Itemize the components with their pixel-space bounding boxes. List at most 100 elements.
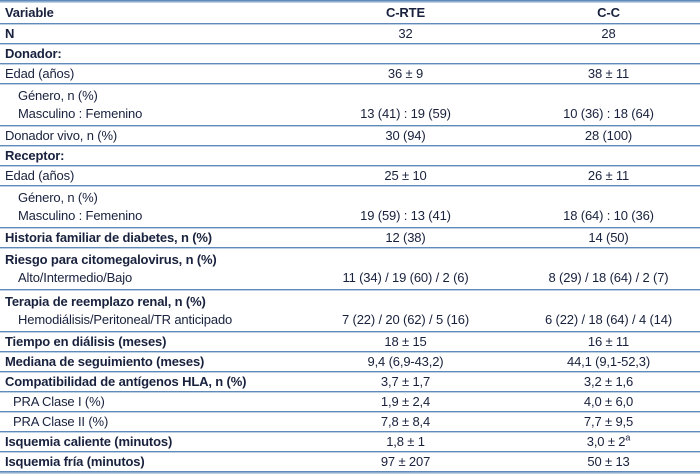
row-label: Edad (años) bbox=[5, 168, 75, 183]
row-divider bbox=[0, 371, 700, 373]
value-crte: 9,4 (6,9-43,2) bbox=[367, 354, 444, 369]
value-cc: 14 (50) bbox=[588, 230, 629, 245]
row-label: Riesgo para citomegalovirus, n (%) Alto/… bbox=[0, 251, 294, 287]
row-divider bbox=[0, 165, 700, 167]
value-crte: 97 ± 207 bbox=[380, 454, 431, 469]
value-crte: 1,9 ± 2,4 bbox=[380, 394, 431, 409]
value-cc: 28 (100) bbox=[584, 128, 633, 143]
value-crte: 25 ± 10 bbox=[384, 168, 427, 183]
table-row-donador-section: Donador: bbox=[0, 45, 700, 63]
table-row-pra-clase-1: PRA Clase I (%) 1,9 ± 2,4 4,0 ± 6,0 bbox=[0, 393, 700, 411]
table-row-riesgo-cmv: Riesgo para citomegalovirus, n (%) Alto/… bbox=[0, 249, 700, 289]
table-row-genero-donador: Género, n (%) Masculino : Femenino 13 (4… bbox=[0, 85, 700, 125]
row-divider bbox=[0, 351, 700, 353]
row-label: Compatibilidad de antígenos HLA, n (%) bbox=[5, 374, 247, 389]
value-cc: 16 ± 11 bbox=[587, 334, 630, 349]
row-label: Terapia de reemplazo renal, n (%) Hemodi… bbox=[0, 293, 294, 329]
table-row-historia-diabetes: Historia familiar de diabetes, n (%) 12 … bbox=[0, 229, 700, 247]
value-crte: 36 ± 9 bbox=[387, 66, 424, 81]
value-cc: 4,0 ± 6,0 bbox=[583, 394, 634, 409]
row-divider bbox=[0, 227, 700, 229]
row-divider bbox=[0, 391, 700, 393]
row-label: Edad (años) bbox=[5, 66, 75, 81]
row-label-line2: Masculino : Femenino bbox=[18, 208, 143, 223]
table-row-receptor-section: Receptor: bbox=[0, 147, 700, 165]
value-crte: 12 (38) bbox=[385, 230, 426, 245]
value-crte: 11 (34) / 19 (60) / 2 (6) bbox=[342, 270, 469, 285]
row-label: Género, n (%) Masculino : Femenino bbox=[0, 189, 294, 225]
table-row-pra-clase-2: PRA Clase II (%) 7,8 ± 8,4 7,7 ± 9,5 bbox=[0, 413, 700, 431]
table-row-compatibilidad-hla: Compatibilidad de antígenos HLA, n (%) 3… bbox=[0, 373, 700, 391]
column-header-crte: C-RTE bbox=[386, 5, 425, 20]
value-crte: 13 (41) : 19 (59) bbox=[360, 106, 451, 121]
footnote-marker: a bbox=[625, 433, 631, 443]
row-divider bbox=[0, 411, 700, 413]
row-label: Historia familiar de diabetes, n (%) bbox=[5, 230, 212, 245]
table-header-row: Variable C-RTE C-C bbox=[0, 3, 700, 23]
row-label-line2: Masculino : Femenino bbox=[18, 106, 143, 121]
row-label: Isquemia caliente (minutos) bbox=[5, 434, 173, 449]
row-label: Mediana de seguimiento (meses) bbox=[5, 354, 205, 369]
table-row-terapia-renal: Terapia de reemplazo renal, n (%) Hemodi… bbox=[0, 291, 700, 331]
value-crte: 3,7 ± 1,7 bbox=[380, 374, 431, 389]
value-cc: 50 ± 13 bbox=[587, 454, 630, 469]
row-label-line1: Género, n (%) bbox=[18, 190, 98, 205]
table-row-isquemia-caliente: Isquemia caliente (minutos) 1,8 ± 1 3,0 … bbox=[0, 433, 700, 451]
table-top-border bbox=[0, 0, 700, 3]
table-row-edad-receptor: Edad (años) 25 ± 10 26 ± 11 bbox=[0, 167, 700, 185]
value-cc: 18 (64) : 10 (36) bbox=[563, 208, 654, 223]
value-crte: 30 (94) bbox=[385, 128, 426, 143]
row-divider bbox=[0, 289, 700, 291]
row-divider bbox=[0, 125, 700, 127]
value-cc: 44,1 (9,1-52,3) bbox=[566, 354, 651, 369]
row-label: Donador vivo, n (%) bbox=[5, 128, 118, 143]
value-crte: 1,8 ± 1 bbox=[386, 434, 425, 449]
value-cc: 28 bbox=[601, 26, 616, 41]
row-label: Tiempo en diálisis (meses) bbox=[5, 334, 167, 349]
row-divider bbox=[0, 331, 700, 333]
value-cc: 38 ± 11 bbox=[587, 66, 630, 81]
row-label-line2: Hemodiálisis/Peritoneal/TR anticipado bbox=[18, 312, 233, 327]
row-divider bbox=[0, 145, 700, 147]
value-crte: 7 (22) / 20 (62) / 5 (16) bbox=[341, 312, 470, 327]
row-label: PRA Clase II (%) bbox=[13, 414, 109, 429]
value-crte: 18 ± 15 bbox=[384, 334, 427, 349]
column-header-cc: C-C bbox=[597, 5, 620, 20]
row-divider bbox=[0, 83, 700, 85]
table-row-tiempo-dialisis: Tiempo en diálisis (meses) 18 ± 15 16 ± … bbox=[0, 333, 700, 351]
row-label-line1: Terapia de reemplazo renal, n (%) bbox=[5, 294, 206, 309]
value-crte: 7,8 ± 8,4 bbox=[380, 414, 431, 429]
row-divider bbox=[0, 63, 700, 65]
row-label: Receptor: bbox=[5, 148, 65, 163]
row-label: Género, n (%) Masculino : Femenino bbox=[0, 87, 294, 123]
row-label: Isquemia fría (minutos) bbox=[5, 454, 145, 469]
row-label: N bbox=[5, 26, 15, 41]
value-cc: 3,2 ± 1,6 bbox=[583, 374, 634, 389]
value-crte: 19 (59) : 13 (41) bbox=[360, 208, 451, 223]
value-cc: 10 (36) : 18 (64) bbox=[563, 106, 654, 121]
row-divider bbox=[0, 23, 700, 25]
value-cc: 7,7 ± 9,5 bbox=[583, 414, 634, 429]
row-label-line1: Género, n (%) bbox=[18, 88, 98, 103]
row-divider bbox=[0, 431, 700, 433]
value-crte: 32 bbox=[398, 26, 413, 41]
row-label: PRA Clase I (%) bbox=[13, 394, 105, 409]
table-row-edad-donador: Edad (años) 36 ± 9 38 ± 11 bbox=[0, 65, 700, 83]
row-label-line2: Alto/Intermedio/Bajo bbox=[18, 270, 133, 285]
table-row-n: N 32 28 bbox=[0, 25, 700, 43]
column-header-variable: Variable bbox=[5, 5, 54, 20]
table-row-isquemia-fria: Isquemia fría (minutos) 97 ± 207 50 ± 13 bbox=[0, 453, 700, 471]
row-divider bbox=[0, 247, 700, 249]
value-cc: 6 (22) / 18 (64) / 4 (14) bbox=[544, 312, 673, 327]
row-divider bbox=[0, 43, 700, 45]
table-row-donador-vivo: Donador vivo, n (%) 30 (94) 28 (100) bbox=[0, 127, 700, 145]
value-cc: 26 ± 11 bbox=[587, 168, 630, 183]
row-divider bbox=[0, 185, 700, 187]
value-cc-text: 3,0 ± 2 bbox=[586, 434, 626, 449]
row-label-line1: Riesgo para citomegalovirus, n (%) bbox=[5, 252, 217, 267]
row-divider bbox=[0, 451, 700, 453]
value-cc: 8 (29) / 18 (64) / 2 (7) bbox=[548, 270, 669, 285]
row-label: Donador: bbox=[5, 46, 62, 61]
table-row-genero-receptor: Género, n (%) Masculino : Femenino 19 (5… bbox=[0, 187, 700, 227]
